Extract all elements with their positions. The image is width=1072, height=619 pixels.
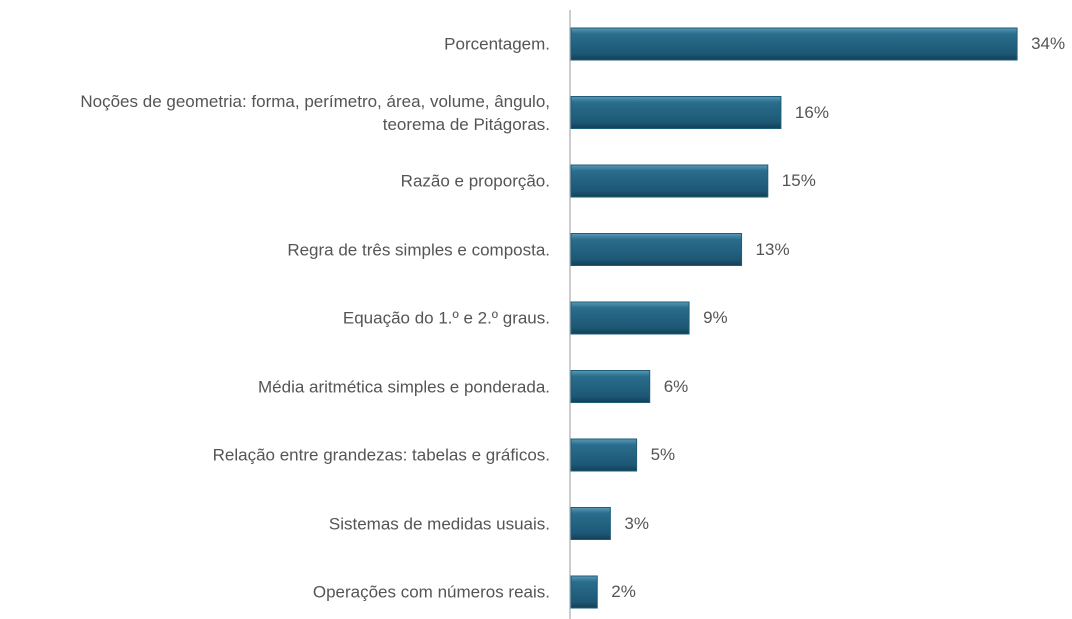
category-label: Relação entre grandezas: tabelas e gráfi…	[212, 445, 550, 465]
bar	[570, 233, 743, 266]
value-label: 9%	[703, 308, 728, 327]
category-label: Operações com números reais.	[312, 582, 550, 602]
value-label: 2%	[611, 582, 636, 601]
category-label: Noções de geometria: forma, perímetro, á…	[80, 91, 550, 134]
bar	[570, 96, 782, 129]
value-label: 16%	[794, 102, 829, 122]
category-label: Sistemas de medidas usuais.	[328, 514, 550, 533]
value-label: 34%	[1031, 34, 1066, 53]
value-label: 15%	[781, 171, 816, 190]
bar	[570, 438, 638, 472]
bar	[570, 27, 1018, 61]
category-label: Média aritmética simples e ponderada.	[258, 377, 550, 396]
category-label: Razão e proporção.	[400, 171, 550, 191]
bar	[570, 301, 690, 335]
bar	[570, 164, 769, 198]
bar	[570, 575, 598, 609]
category-label: Regra de três simples e composta.	[287, 240, 550, 259]
value-label: 3%	[624, 513, 649, 533]
bar	[570, 370, 651, 403]
value-label: 5%	[650, 445, 676, 464]
value-label: 6%	[663, 376, 689, 396]
category-label: Equação do 1.º e 2.º graus.	[342, 308, 550, 328]
bar	[570, 507, 611, 540]
value-label: 13%	[755, 239, 790, 259]
category-label: Porcentagem.	[444, 34, 550, 54]
